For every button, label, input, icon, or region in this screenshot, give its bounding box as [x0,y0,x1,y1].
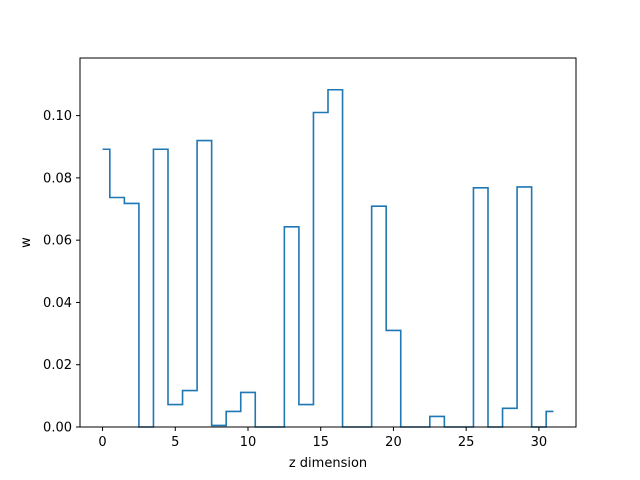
x-tick-label: 10 [240,435,257,450]
x-tick-label: 5 [171,435,179,450]
x-axis-label: z dimension [289,456,367,471]
y-tick-label: 0.02 [43,358,72,373]
y-axis-label: w [19,237,34,248]
plot-area [102,88,554,428]
y-tick-label: 0.06 [43,234,72,249]
x-tick-label: 25 [458,435,475,450]
y-tick-label: 0.00 [43,421,72,436]
series-line [102,88,554,428]
x-tick-label: 15 [312,435,329,450]
x-tick-label: 20 [385,435,402,450]
y-tick-label: 0.04 [43,296,72,311]
x-tick-label: 0 [98,435,106,450]
x-tick-label: 30 [531,435,548,450]
y-tick-label: 0.08 [43,171,72,186]
axes-ticks: 0 5 10 15 20 25 30 0.00 0.02 0.04 0.06 0.08 0.10 [43,109,547,450]
y-tick-label: 0.10 [43,109,72,124]
axes-frame [79,57,577,428]
